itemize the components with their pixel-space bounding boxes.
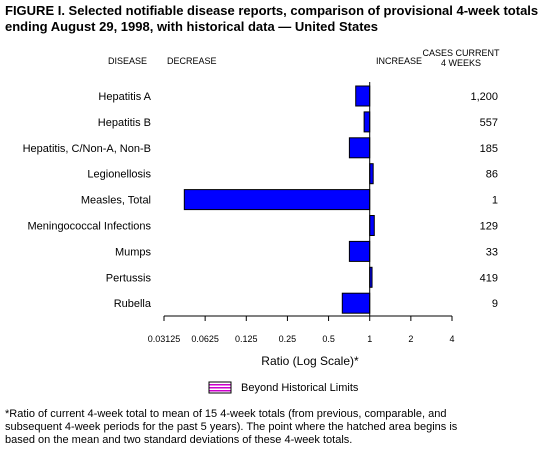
legend-label: Beyond Historical Limits: [241, 382, 359, 394]
legend-swatch: [208, 381, 232, 394]
cases-value-hepatitis-b: 557: [480, 117, 498, 129]
category-label-measles-total: Measles, Total: [81, 195, 151, 207]
cases-value-hepatitis-c-non-a-non-b: 185: [480, 143, 498, 155]
title-line-2: ending August 29, 1998, with historical …: [5, 19, 378, 34]
x-tick-label-7: 4: [449, 334, 454, 344]
category-label-hepatitis-b: Hepatitis B: [98, 117, 151, 129]
header-disease: DISEASE: [108, 56, 147, 66]
cases-value-meningococcal-infections: 129: [480, 221, 498, 233]
category-label-mumps: Mumps: [115, 246, 152, 258]
footnote: *Ratio of current 4-week total to mean o…: [5, 408, 545, 447]
x-axis-label: Ratio (Log Scale)*: [261, 354, 359, 368]
ratio-bar-chart: DISEASE DECREASE INCREASE CASES CURRENT …: [23, 48, 500, 394]
footnote-line-3: based on the mean and two standard devia…: [5, 434, 353, 446]
bar-legionellosis: [369, 163, 374, 185]
x-tick-label-6: 2: [408, 334, 413, 344]
x-tick-label-4: 0.5: [322, 334, 335, 344]
cases-value-pertussis: 419: [480, 272, 498, 284]
chart-title: FIGURE I. Selected notifiable disease re…: [5, 3, 555, 35]
header-cases-line1: CASES CURRENT: [422, 48, 500, 58]
category-label-legionellosis: Legionellosis: [87, 169, 151, 181]
bar-hepatitis-c-non-a-non-b: [348, 137, 371, 159]
cases-value-legionellosis: 86: [486, 169, 498, 181]
header-cases-line2: 4 WEEKS: [441, 58, 481, 68]
bar-hepatitis-b: [363, 111, 371, 133]
title-line-1: FIGURE I. Selected notifiable disease re…: [5, 3, 539, 18]
cases-value-rubella: 9: [492, 298, 498, 310]
category-label-hepatitis-c-non-a-non-b: Hepatitis, C/Non-A, Non-B: [23, 143, 151, 155]
header-increase: INCREASE: [376, 56, 422, 66]
bar-meningococcal-infections: [369, 215, 375, 236]
cases-value-hepatitis-a: 1,200: [470, 91, 498, 103]
bar-rubella: [341, 292, 371, 314]
x-tick-label-5: 1: [367, 334, 372, 344]
cases-value-mumps: 33: [486, 246, 498, 258]
x-tick-label-0: 0.03125: [148, 334, 181, 344]
header-decrease: DECREASE: [167, 56, 217, 66]
x-tick-label-3: 0.25: [279, 334, 297, 344]
footnote-line-2: subsequent 4-week periods for the past 5…: [5, 421, 458, 433]
category-label-meningococcal-infections: Meningococcal Infections: [27, 221, 151, 233]
cases-value-measles-total: 1: [492, 195, 498, 207]
category-label-hepatitis-a: Hepatitis A: [98, 91, 151, 103]
category-label-pertussis: Pertussis: [106, 272, 152, 284]
category-label-rubella: Rubella: [114, 298, 152, 310]
x-tick-label-2: 0.125: [235, 334, 258, 344]
bar-mumps: [348, 240, 371, 262]
footnote-line-1: *Ratio of current 4-week total to mean o…: [5, 408, 447, 420]
bar-hepatitis-a: [355, 85, 371, 107]
bar-measles-total: [183, 189, 371, 211]
x-tick-label-1: 0.0625: [191, 334, 219, 344]
